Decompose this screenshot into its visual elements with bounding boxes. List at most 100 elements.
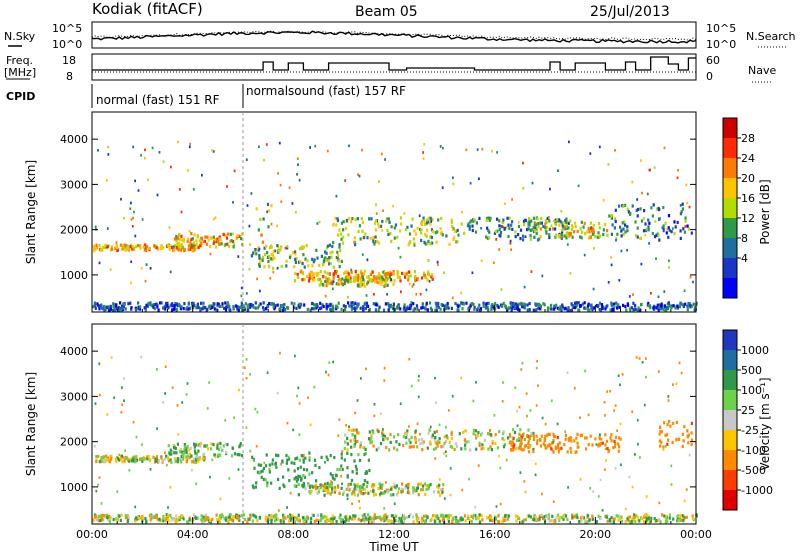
heatmap-cell <box>521 305 524 309</box>
heatmap-cell <box>160 246 164 250</box>
heatmap-cell <box>322 304 325 309</box>
heatmap-cell <box>431 273 434 277</box>
heatmap-cell <box>308 456 311 460</box>
heatmap-cell <box>488 429 492 433</box>
heatmap-cell <box>379 442 383 446</box>
heatmap-cell <box>616 306 619 310</box>
heatmap-cell <box>604 433 607 437</box>
heatmap-cell <box>304 257 307 261</box>
freq-panel-frame <box>91 53 697 81</box>
heatmap-cell <box>675 438 678 442</box>
heatmap-cell <box>615 301 618 305</box>
heatmap-cell <box>502 381 504 384</box>
heatmap-cell <box>149 267 152 270</box>
heatmap-cell <box>593 247 595 250</box>
heatmap-cell <box>110 245 113 249</box>
x-axis-title: Time UT <box>368 540 419 554</box>
heatmap-cell <box>311 513 314 517</box>
heatmap-cell <box>299 302 303 306</box>
heatmap-cell <box>599 301 602 305</box>
heatmap-cell <box>567 306 570 310</box>
heatmap-cell <box>679 236 682 240</box>
heatmap-cell <box>514 514 518 518</box>
heatmap-cell <box>409 441 412 445</box>
heatmap-cell <box>445 306 448 311</box>
heatmap-cell <box>329 484 332 489</box>
heatmap-cell <box>634 514 638 518</box>
heatmap-cell <box>97 483 99 487</box>
heatmap-cell <box>560 210 563 213</box>
heatmap-cell <box>227 303 230 307</box>
heatmap-cell <box>370 520 373 524</box>
heatmap-cell <box>683 289 686 292</box>
heatmap-cell <box>376 280 379 284</box>
heatmap-cell <box>219 445 222 449</box>
heatmap-cell <box>168 226 171 229</box>
heatmap-cell <box>411 285 414 288</box>
heatmap-cell <box>535 366 538 370</box>
heatmap-cell <box>567 308 570 312</box>
heatmap-cell <box>253 459 255 463</box>
colorbar-swatch <box>723 138 737 159</box>
heatmap-cell <box>97 514 100 518</box>
heatmap-cell <box>530 431 533 436</box>
heatmap-cell <box>600 438 603 441</box>
heatmap-cell <box>342 235 345 239</box>
heatmap-cell <box>316 486 319 490</box>
heatmap-cell <box>277 477 280 482</box>
heatmap-cell <box>305 468 309 472</box>
heatmap-cell <box>428 301 432 305</box>
heatmap-cell <box>627 210 630 214</box>
heatmap-cell <box>315 519 318 523</box>
heatmap-cell <box>666 423 669 427</box>
heatmap-cell <box>363 302 366 306</box>
heatmap-cell <box>420 228 423 232</box>
heatmap-cell <box>662 445 665 449</box>
heatmap-cell <box>367 280 370 284</box>
heatmap-cell <box>281 308 285 312</box>
heatmap-cell <box>362 488 365 491</box>
heatmap-cell <box>359 237 362 241</box>
heatmap-cell <box>439 227 442 231</box>
heatmap-cell <box>103 246 106 250</box>
heatmap-cell <box>320 455 323 459</box>
heatmap-cell <box>240 286 243 290</box>
heatmap-cell <box>203 456 206 460</box>
heatmap-cell <box>216 518 219 522</box>
heatmap-cell <box>522 161 524 165</box>
heatmap-cell <box>190 454 193 458</box>
heatmap-cell <box>570 439 573 443</box>
heatmap-cell <box>556 422 559 426</box>
heatmap-cell <box>349 276 352 280</box>
heatmap-cell <box>295 516 298 520</box>
heatmap-cell <box>108 308 111 312</box>
heatmap-cell <box>528 514 531 518</box>
heatmap-cell <box>356 431 359 435</box>
heatmap-cell <box>325 307 328 311</box>
heatmap-cell <box>458 303 461 308</box>
heatmap-cell <box>306 259 309 263</box>
heatmap-cell <box>256 277 258 281</box>
heatmap-cell <box>507 234 510 239</box>
heatmap-cell <box>558 307 561 311</box>
heatmap-cell <box>676 220 679 225</box>
heatmap-cell <box>488 230 491 234</box>
heatmap-cell <box>343 458 346 462</box>
heatmap-cell <box>323 270 326 274</box>
heatmap-cell <box>666 433 669 437</box>
heatmap-cell <box>664 520 667 524</box>
heatmap-cell <box>267 265 271 269</box>
heatmap-cell <box>416 422 419 426</box>
heatmap-cell <box>500 225 503 229</box>
heatmap-cell <box>334 216 337 220</box>
heatmap-cell <box>460 291 463 295</box>
colorbar-swatch <box>723 198 737 219</box>
heatmap-cell <box>187 307 190 311</box>
heatmap-cell <box>186 382 189 385</box>
heatmap-cell <box>517 233 520 237</box>
heatmap-cell <box>592 228 595 232</box>
heatmap-cell <box>195 482 198 486</box>
heatmap-cell <box>344 276 347 280</box>
heatmap-cell <box>156 517 159 521</box>
heatmap-cell <box>204 513 207 517</box>
